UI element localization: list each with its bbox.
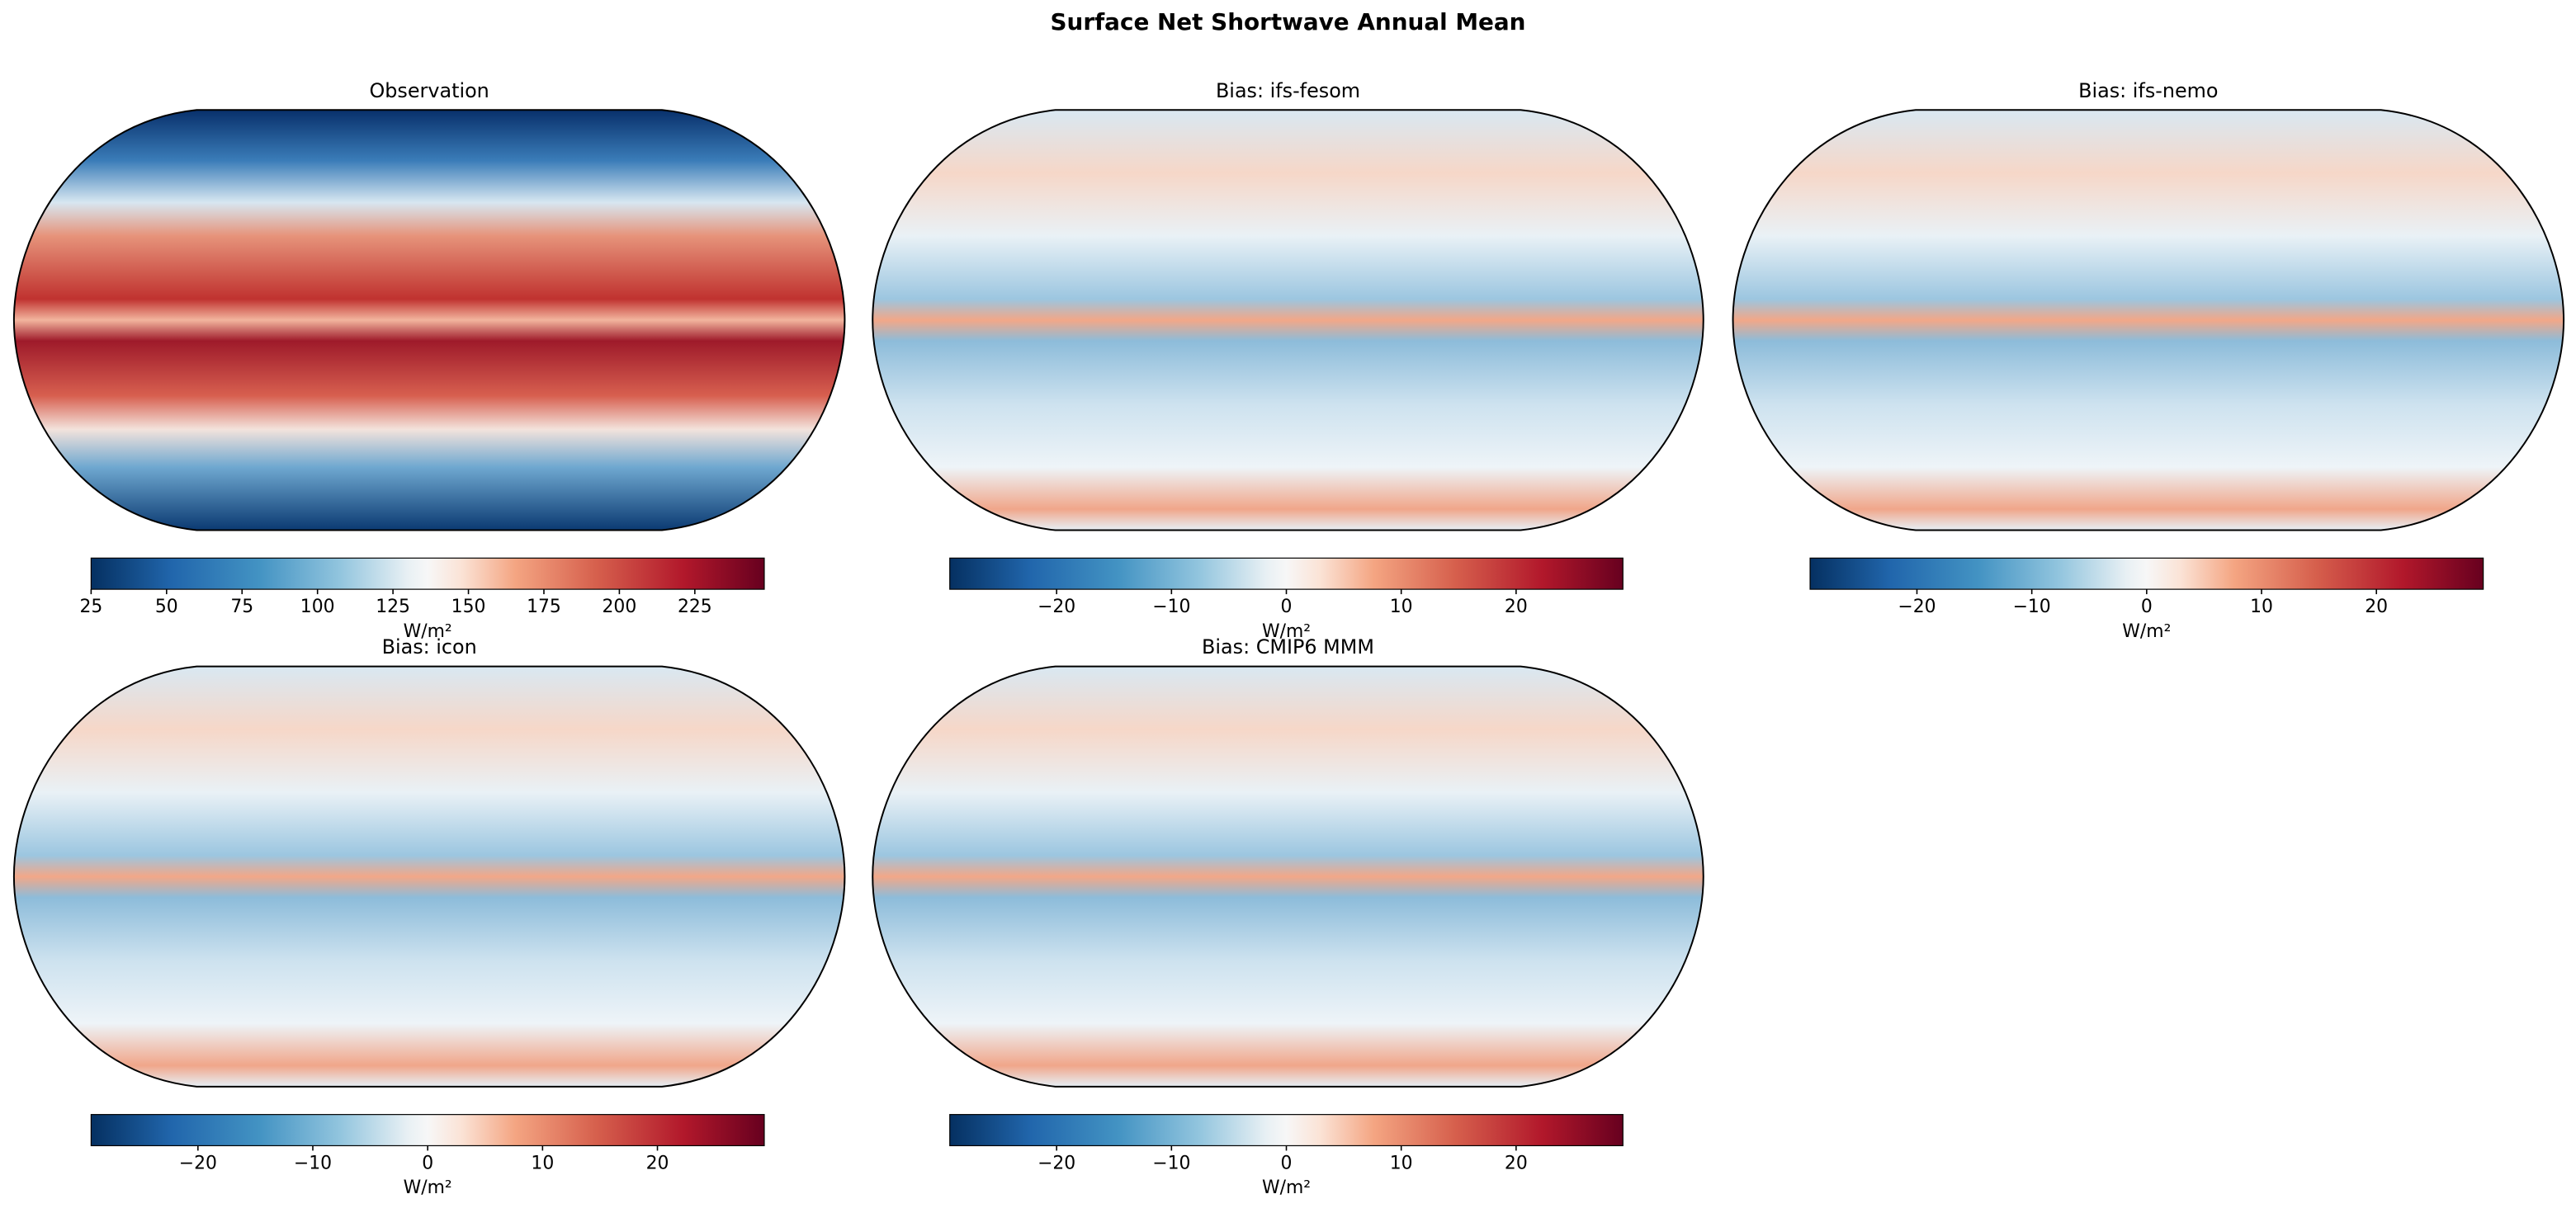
colorbar-tick-label: −10 <box>1152 1153 1190 1173</box>
colorbar-tick-label: 10 <box>1390 597 1413 617</box>
colorbar-tick-label: 125 <box>376 597 410 617</box>
panel-title: Bias: ifs-nemo <box>2078 79 2218 102</box>
map <box>1732 109 2565 531</box>
colorbar-tick-label: 20 <box>646 1153 669 1173</box>
colorbar-tick-label: 175 <box>527 597 561 617</box>
colorbar-label: W/m² <box>2122 621 2171 642</box>
colorbar <box>949 557 1624 590</box>
colorbar-tick-label: 150 <box>451 597 486 617</box>
colorbar-tick-label: 0 <box>422 1153 433 1173</box>
colorbar-label: W/m² <box>404 1178 452 1198</box>
colorbar-tick-label: 20 <box>1505 1153 1528 1173</box>
map <box>12 665 846 1088</box>
colorbar <box>949 1114 1624 1147</box>
colorbar <box>90 1114 765 1147</box>
colorbar-tick-label: 0 <box>1281 1153 1293 1173</box>
colorbar-tick-label: 10 <box>2250 597 2273 617</box>
colorbar-tick-label: −20 <box>1037 597 1075 617</box>
map <box>12 109 846 531</box>
colorbar-label: W/m² <box>404 621 452 642</box>
colorbar-label: W/m² <box>1262 1178 1311 1198</box>
colorbar <box>1809 557 2484 590</box>
map <box>872 109 1704 531</box>
panel-title: Bias: ifs-fesom <box>1216 79 1360 102</box>
colorbar-tick-label: 20 <box>1505 597 1528 617</box>
colorbar-tick-label: 225 <box>678 597 712 617</box>
colorbar-tick-label: 25 <box>79 597 102 617</box>
panel-title: Bias: CMIP6 MMM <box>1202 635 1374 658</box>
colorbar-tick-label: −10 <box>1152 597 1190 617</box>
colorbar-tick-label: 200 <box>603 597 637 617</box>
colorbar-tick-label: −10 <box>294 1153 332 1173</box>
colorbar-tick-label: 50 <box>155 597 178 617</box>
panel-title: Bias: icon <box>382 635 477 658</box>
colorbar-tick-label: −20 <box>179 1153 217 1173</box>
colorbar-label: W/m² <box>1262 621 1311 642</box>
colorbar-tick-label: −10 <box>2013 597 2051 617</box>
colorbar-tick-label: 75 <box>230 597 253 617</box>
colorbar-tick-label: 0 <box>1281 597 1293 617</box>
colorbar-tick-label: 20 <box>2365 597 2388 617</box>
colorbar-tick-label: 10 <box>531 1153 554 1173</box>
map <box>872 665 1704 1088</box>
colorbar-tick-label: −20 <box>1037 1153 1075 1173</box>
panel-title: Observation <box>370 79 489 102</box>
figure-title: Surface Net Shortwave Annual Mean <box>1051 8 1526 35</box>
colorbar-tick-label: −20 <box>1898 597 1936 617</box>
colorbar-tick-label: 0 <box>2141 597 2153 617</box>
colorbar-tick-label: 100 <box>300 597 335 617</box>
colorbar-tick-label: 10 <box>1390 1153 1413 1173</box>
colorbar <box>90 557 765 590</box>
